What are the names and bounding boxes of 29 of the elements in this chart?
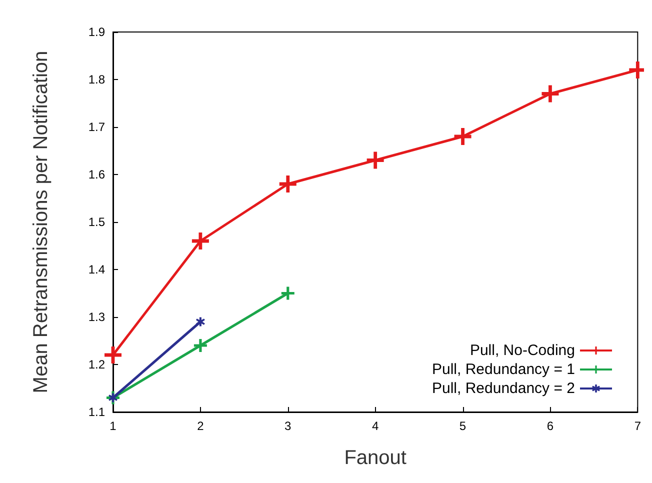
point (279, 176, 296, 192)
legend-label: Pull, Redundancy = 1 (432, 361, 575, 378)
y-tick-label: 1.9 (88, 25, 106, 39)
point (194, 339, 207, 352)
x-tick-label: 4 (372, 419, 379, 433)
x-tick-label: 5 (459, 419, 466, 433)
point (196, 317, 205, 326)
x-tick-label: 1 (110, 419, 117, 433)
point (192, 232, 209, 250)
y-tick-label: 1.5 (88, 215, 106, 229)
x-tick-label: 2 (197, 419, 204, 433)
y-tick-label: 1.6 (88, 168, 106, 182)
y-tick-label: 1.1 (88, 405, 106, 419)
y-tick-label: 1.7 (88, 120, 106, 134)
x-tick-label: 3 (284, 419, 292, 433)
point (454, 128, 472, 145)
x-tick-label: 6 (546, 419, 554, 433)
y-tick-label: 1.4 (88, 262, 106, 276)
x-tick-label: 7 (634, 419, 642, 433)
y-tick-label: 1.2 (88, 358, 106, 372)
point (281, 286, 294, 300)
legend-label: Pull, No-Coding (470, 342, 575, 359)
legend-label: Pull, Redundancy = 2 (432, 380, 575, 397)
y-axis-title: Mean Retransmissions per Notification (30, 50, 52, 394)
y-tick-label: 1.8 (88, 72, 106, 86)
point (366, 152, 384, 169)
x-axis-title: Fanout (344, 447, 407, 469)
point (542, 85, 559, 102)
y-tick-label: 1.3 (88, 310, 106, 324)
